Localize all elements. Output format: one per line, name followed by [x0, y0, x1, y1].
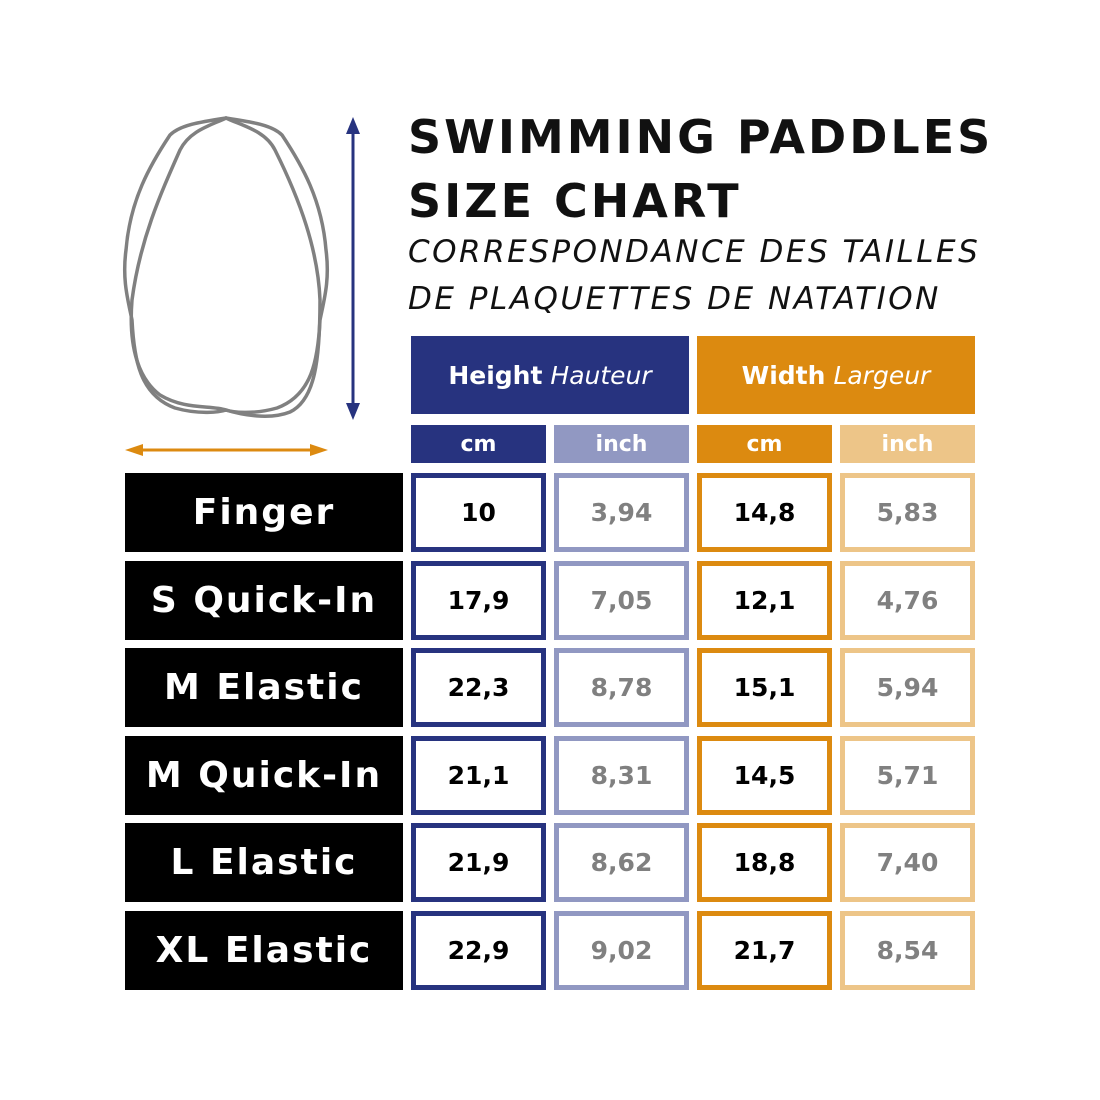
row-label: S Quick-In — [125, 560, 403, 640]
cell-width-inch: 7,40 — [840, 823, 975, 902]
cell-width-cm: 15,1 — [697, 648, 832, 727]
cell-height-inch: 8,62 — [554, 823, 689, 902]
row-label: XL Elastic — [125, 910, 403, 990]
row-label: M Quick-In — [125, 735, 403, 815]
cell-height-cm: 10 — [411, 473, 546, 552]
cell-width-cm: 12,1 — [697, 560, 832, 640]
width-header-en: Width — [741, 360, 826, 390]
row-label: M Elastic — [125, 648, 403, 727]
cell-width-cm: 14,8 — [697, 473, 832, 552]
height-header-en: Height — [448, 360, 543, 390]
cell-height-inch: 8,78 — [554, 648, 689, 727]
subtitle-line-1: CORRESPONDANCE DES TAILLES — [408, 234, 981, 270]
unit-header-width-cm: cm — [697, 425, 832, 463]
cell-width-inch: 4,76 — [840, 560, 975, 640]
cell-height-cm: 21,1 — [411, 735, 546, 815]
cell-width-cm: 14,5 — [697, 735, 832, 815]
unit-header-height-cm: cm — [411, 425, 546, 463]
cell-width-inch: 5,83 — [840, 473, 975, 552]
cell-height-cm: 22,3 — [411, 648, 546, 727]
cell-width-inch: 5,71 — [840, 735, 975, 815]
row-label: L Elastic — [125, 823, 403, 902]
row-label: Finger — [125, 473, 403, 552]
width-header-fr: Largeur — [833, 360, 931, 390]
title-line-1: SWIMMING PADDLES — [408, 110, 994, 164]
cell-height-cm: 22,9 — [411, 910, 546, 990]
cell-height-cm: 17,9 — [411, 560, 546, 640]
cell-height-inch: 9,02 — [554, 910, 689, 990]
unit-header-height-inch: inch — [554, 425, 689, 463]
cell-width-cm: 18,8 — [697, 823, 832, 902]
subtitle-line-2: DE PLAQUETTES DE NATATION — [408, 281, 941, 317]
height-header: Height Hauteur — [411, 336, 689, 414]
title-line-2: SIZE CHART — [408, 174, 742, 228]
paddle-illustration — [122, 116, 360, 456]
cell-height-inch: 7,05 — [554, 560, 689, 640]
cell-width-cm: 21,7 — [697, 910, 832, 990]
cell-height-inch: 3,94 — [554, 473, 689, 552]
height-header-fr: Hauteur — [550, 360, 652, 390]
width-header: Width Largeur — [697, 336, 975, 414]
paddle-outline-icon — [122, 116, 330, 418]
cell-width-inch: 5,94 — [840, 648, 975, 727]
cell-height-cm: 21,9 — [411, 823, 546, 902]
cell-height-inch: 8,31 — [554, 735, 689, 815]
vertical-double-arrow-icon — [346, 117, 360, 420]
cell-width-inch: 8,54 — [840, 910, 975, 990]
unit-header-width-inch: inch — [840, 425, 975, 463]
horizontal-double-arrow-icon — [125, 444, 328, 456]
